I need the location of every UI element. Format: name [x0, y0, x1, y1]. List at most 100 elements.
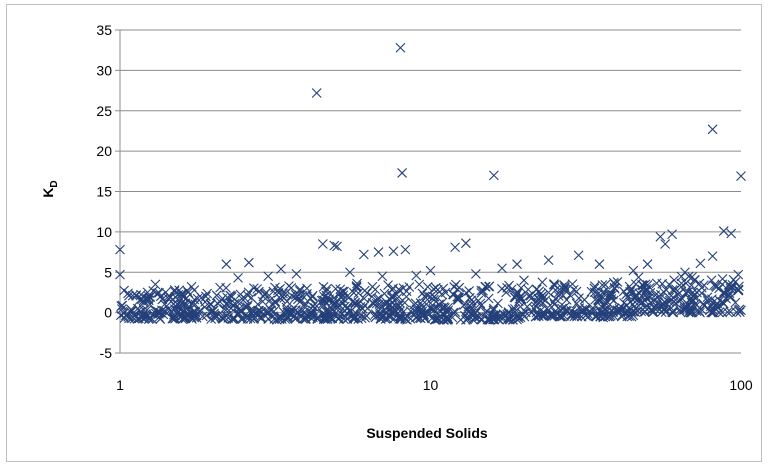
data-point-cluster — [120, 310, 131, 321]
data-point-cluster — [480, 307, 491, 318]
data-point-cluster — [502, 314, 513, 325]
y-axis-title-subscript: D — [49, 180, 60, 187]
data-point-cluster — [434, 299, 444, 310]
data-point-cluster — [201, 310, 212, 321]
data-point-cluster — [306, 310, 317, 321]
x-tick-labels: 1 10 100 — [116, 377, 753, 393]
y-tick-label: 30 — [96, 62, 112, 78]
data-point-cluster — [676, 282, 687, 292]
data-point — [628, 265, 639, 276]
data-point-cluster — [614, 303, 625, 314]
x-tick-label: 10 — [423, 377, 439, 393]
data-point-cluster — [448, 289, 459, 300]
data-point-cluster — [453, 292, 464, 303]
data-point-cluster — [391, 289, 402, 300]
data-point-cluster — [461, 287, 472, 298]
data-point-cluster — [488, 305, 499, 316]
data-point-cluster — [348, 287, 359, 298]
data-point-cluster — [282, 307, 292, 318]
data-point — [450, 242, 460, 253]
data-point-cluster — [467, 311, 478, 321]
data-point — [400, 244, 411, 255]
data-point — [291, 268, 302, 279]
data-point — [707, 124, 718, 135]
data-point-cluster — [516, 294, 527, 304]
data-point-cluster — [553, 288, 564, 299]
data-point-cluster — [144, 313, 155, 324]
data-point-cluster — [187, 308, 198, 318]
data-point-cluster — [630, 307, 641, 318]
data-point-cluster — [321, 286, 331, 297]
data-point-cluster — [252, 307, 263, 318]
data-point-cluster — [307, 290, 318, 301]
data-point-cluster — [243, 300, 253, 310]
data-point-cluster — [510, 303, 520, 314]
data-point-cluster — [270, 297, 281, 308]
data-point-cluster — [463, 301, 474, 312]
data-point-cluster — [429, 291, 440, 302]
data-point — [543, 255, 554, 266]
data-point-cluster — [628, 306, 639, 317]
y-tick-label: 20 — [96, 143, 112, 159]
data-point-cluster — [428, 303, 439, 314]
x-axis-title: Suspended Solids — [366, 425, 488, 441]
data-point-cluster — [731, 307, 742, 318]
data-point-cluster — [565, 290, 575, 301]
data-point-cluster — [171, 301, 181, 312]
data-point-cluster — [387, 292, 398, 302]
x-tick-label: 1 — [116, 377, 124, 393]
data-point-cluster — [598, 287, 609, 297]
data-point-cluster — [464, 311, 475, 322]
data-point-cluster — [676, 271, 687, 282]
data-point-cluster — [648, 295, 659, 306]
data-point-cluster — [640, 279, 651, 290]
data-point-cluster — [337, 298, 348, 309]
data-point-cluster — [387, 302, 398, 312]
data-point-cluster — [590, 311, 601, 322]
data-point-cluster — [464, 286, 474, 296]
data-point-cluster — [478, 285, 488, 296]
data-point-cluster — [381, 297, 391, 307]
data-point-cluster — [174, 301, 185, 312]
data-point — [707, 251, 718, 261]
data-point-cluster — [275, 293, 286, 304]
data-point — [358, 249, 369, 260]
data-point-cluster — [428, 305, 439, 316]
data-point-cluster — [599, 299, 609, 310]
data-point-cluster — [342, 313, 353, 324]
data-point-cluster — [473, 312, 484, 323]
data-point-cluster — [466, 302, 476, 312]
data-point-cluster — [290, 293, 300, 304]
data-point-cluster — [721, 293, 731, 304]
data-point-cluster — [558, 290, 569, 301]
data-point-cluster — [588, 305, 598, 316]
data-point — [329, 240, 340, 251]
data-point-cluster — [384, 301, 394, 312]
data-point-cluster — [656, 300, 667, 311]
data-point-cluster — [152, 288, 163, 299]
data-point-cluster — [714, 307, 724, 318]
data-point-cluster — [484, 313, 495, 324]
data-point-cluster — [523, 284, 534, 295]
data-point — [642, 259, 653, 270]
data-point-cluster — [617, 303, 628, 313]
data-point-cluster — [634, 297, 644, 307]
data-point-cluster — [194, 306, 205, 316]
data-point — [388, 246, 399, 257]
data-point-cluster — [442, 313, 453, 324]
data-point-cluster — [243, 287, 254, 298]
data-point-cluster — [580, 310, 591, 321]
data-point-cluster — [158, 309, 169, 320]
data-point-cluster — [157, 294, 168, 305]
data-point-cluster — [371, 298, 382, 309]
data-point-cluster — [192, 293, 203, 304]
data-point-cluster — [202, 288, 213, 299]
data-point-cluster — [416, 300, 427, 311]
data-point-cluster — [177, 288, 188, 299]
data-point-cluster — [318, 314, 329, 324]
data-point-cluster — [164, 305, 175, 316]
data-point-cluster — [512, 288, 523, 299]
data-point-cluster — [238, 313, 248, 324]
data-point-cluster — [123, 288, 133, 299]
